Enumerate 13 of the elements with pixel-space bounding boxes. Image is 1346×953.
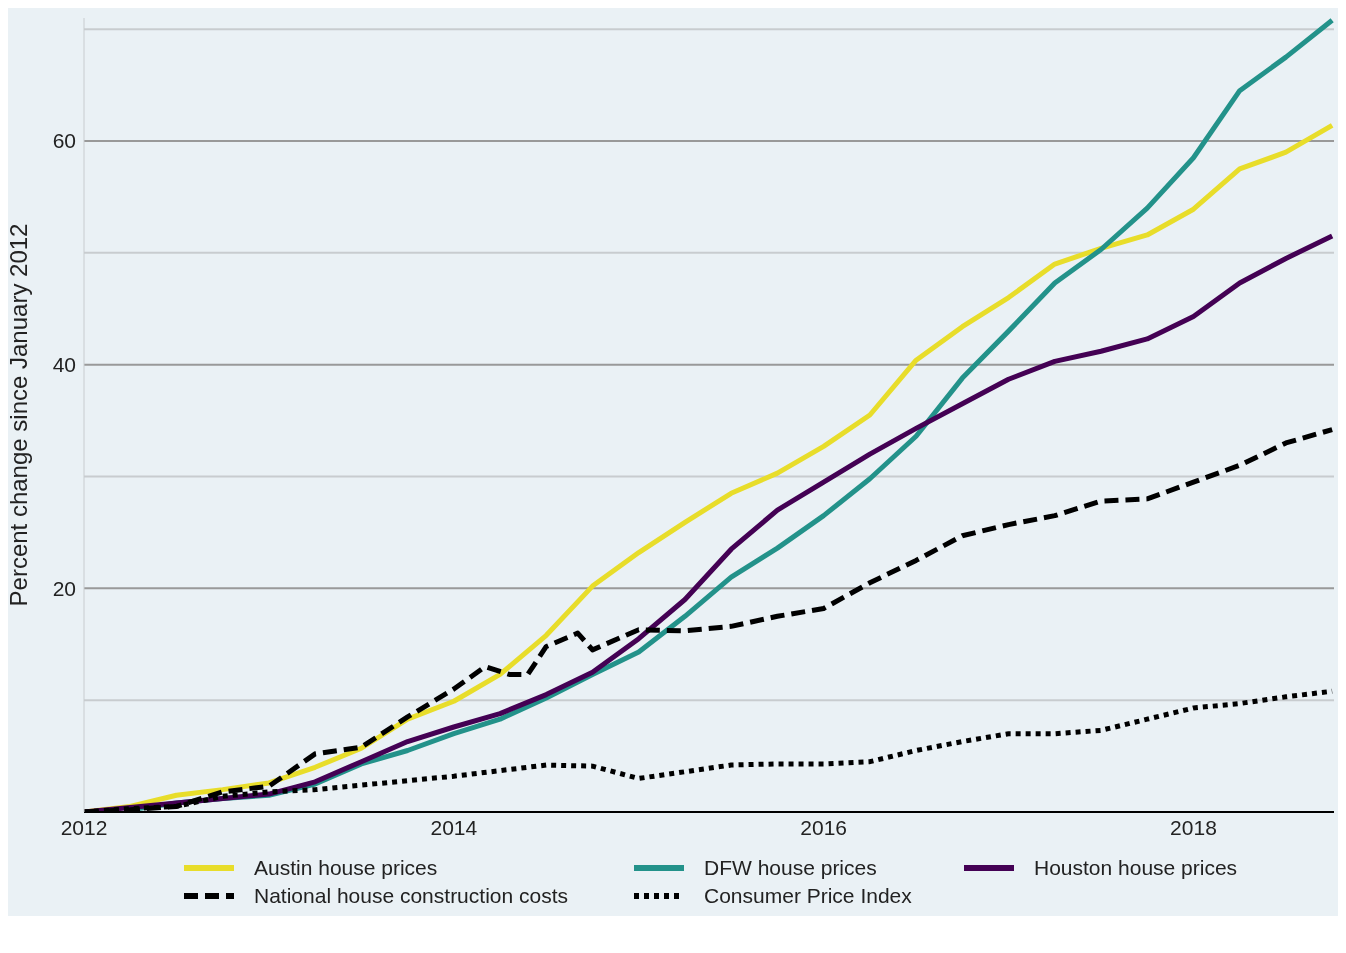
x-tick-label: 2012 xyxy=(60,815,108,839)
legend-label: Houston house prices xyxy=(1034,856,1238,880)
legend-label: National house construction costs xyxy=(254,884,569,908)
y-tick-label: 20 xyxy=(52,576,76,600)
legend-label: DFW house prices xyxy=(704,856,877,880)
x-tick-label: 2014 xyxy=(430,815,478,839)
x-tick-label: 2018 xyxy=(1170,815,1217,839)
y-tick-label: 60 xyxy=(52,129,76,153)
y-axis-title: Percent change since January 2012 xyxy=(4,223,32,607)
x-tick-label: 2016 xyxy=(800,815,847,839)
y-tick-label: 40 xyxy=(52,353,76,377)
legend-label: Austin house prices xyxy=(254,856,438,880)
legend-label: Consumer Price Index xyxy=(704,884,912,908)
